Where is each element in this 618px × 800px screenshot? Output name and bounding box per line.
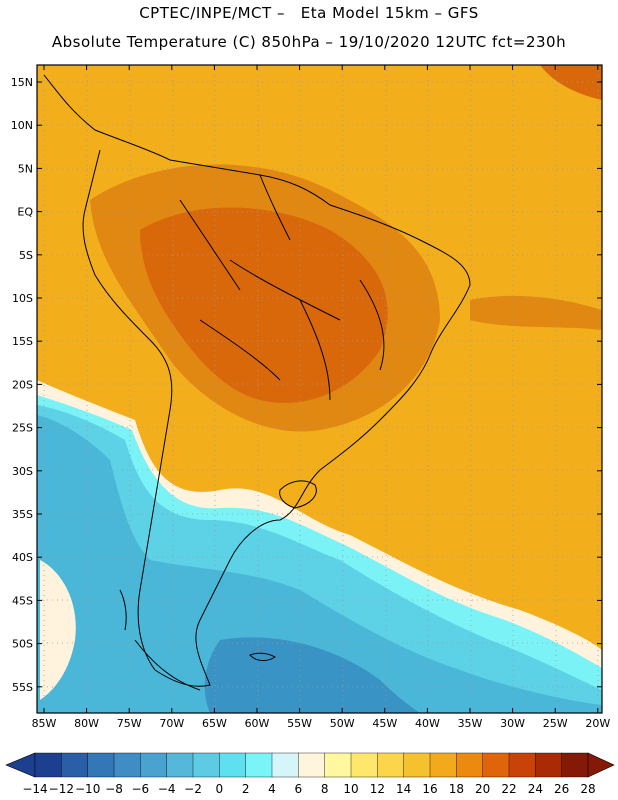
colorbar-label: −6 (131, 782, 149, 796)
lat-tick-label: 50S (12, 638, 33, 651)
colorbar-label: 6 (295, 782, 303, 796)
latitude-axis: 15N 10N 5N EQ 5S 10S 15S 20S 25S 30S 35S 40S 45S 50S 5… (11, 76, 602, 694)
colorbar-swatch (561, 752, 589, 778)
lon-tick-label: 85W (32, 717, 57, 730)
colorbar-swatch (456, 752, 484, 778)
colorbar-high-arrow (587, 752, 615, 778)
colorbar-label: 2 (242, 782, 250, 796)
colorbar-swatch (219, 752, 247, 778)
colorbar-swatch (535, 752, 563, 778)
lon-tick-label: 30W (500, 717, 525, 730)
colorbar-label: −14 (22, 782, 47, 796)
colorbar-label: 20 (475, 782, 490, 796)
lat-tick-label: 15N (11, 76, 33, 89)
colorbar-label: −8 (105, 782, 123, 796)
colorbar-label: 24 (528, 782, 543, 796)
lat-tick-label: 10N (11, 119, 33, 132)
lon-tick-label: 45W (372, 717, 397, 730)
colorbar-swatch (403, 752, 431, 778)
colorbar-label: −2 (184, 782, 202, 796)
colorbar-label: 4 (268, 782, 276, 796)
lon-tick-label: 65W (202, 717, 227, 730)
colorbar-swatch (482, 752, 510, 778)
temperature-field (37, 65, 602, 713)
colorbar-swatch (298, 752, 326, 778)
lon-tick-label: 75W (117, 717, 142, 730)
colorbar-label: 22 (501, 782, 516, 796)
lat-tick-label: 30S (12, 465, 33, 478)
colorbar-swatch (166, 752, 194, 778)
lat-tick-label: 35S (12, 508, 33, 521)
lon-tick-label: 55W (287, 717, 312, 730)
lon-tick-label: 35W (458, 717, 483, 730)
colorbar-swatch (508, 752, 536, 778)
colorbar-label: 28 (580, 782, 595, 796)
lat-tick-label: 10S (12, 292, 33, 305)
colorbar-swatch (350, 752, 378, 778)
colorbar-swatch (192, 752, 220, 778)
colorbar-label: −12 (49, 782, 74, 796)
colorbar-swatch (34, 752, 62, 778)
lon-tick-label: 60W (245, 717, 270, 730)
lat-tick-label: 20S (12, 378, 33, 391)
colorbar-swatch (324, 752, 352, 778)
colorbar-swatch (87, 752, 115, 778)
graticule (37, 65, 602, 713)
lat-tick-label: 5S (19, 249, 33, 262)
lat-tick-label: 55S (12, 681, 33, 694)
title-line-1: CPTEC/INPE/MCT – Eta Model 15km – GFS (139, 4, 479, 22)
colorbar-label: 18 (449, 782, 464, 796)
longitude-axis: 85W 80W 75W 70W 65W 60W 55W 50W 45W 40W 35W 30W 25W 2… (32, 65, 610, 730)
colorbar-label: 10 (343, 782, 358, 796)
lat-tick-label: 25S (12, 422, 33, 435)
colorbar-label: 8 (321, 782, 329, 796)
title-line-2: Absolute Temperature (C) 850hPa – 19/10/… (51, 33, 567, 51)
colorbar-label: 16 (422, 782, 437, 796)
lon-tick-label: 25W (543, 717, 568, 730)
lon-tick-label: 40W (415, 717, 440, 730)
colorbar-swatch (429, 752, 457, 778)
map-frame (36, 64, 603, 714)
colorbar-label: 12 (370, 782, 385, 796)
colorbar-label: 26 (554, 782, 569, 796)
colorbar-swatch (140, 752, 168, 778)
coastlines (43, 74, 471, 691)
lat-tick-label: 45S (12, 594, 33, 607)
colorbar: −14 −12 −10 −8 −6 −4 −2 0 2 4 6 8 10 12 14 16 18 20 22 24 26… (5, 752, 615, 796)
colorbar-label: 14 (396, 782, 411, 796)
lat-tick-label: 15S (12, 335, 33, 348)
colorbar-label: −10 (75, 782, 100, 796)
lon-tick-label: 20W (585, 717, 610, 730)
colorbar-swatch (245, 752, 273, 778)
lat-tick-label: 40S (12, 551, 33, 564)
lon-tick-label: 80W (74, 717, 99, 730)
colorbar-label: 0 (216, 782, 224, 796)
lat-tick-label: EQ (17, 206, 33, 219)
lat-tick-label: 5N (18, 162, 33, 175)
colorbar-swatch (377, 752, 405, 778)
colorbar-label: −4 (158, 782, 176, 796)
colorbar-swatch (61, 752, 89, 778)
colorbar-low-arrow (5, 752, 36, 778)
lon-tick-label: 70W (159, 717, 184, 730)
lon-tick-label: 50W (330, 717, 355, 730)
colorbar-swatch (113, 752, 141, 778)
colorbar-swatch (271, 752, 299, 778)
